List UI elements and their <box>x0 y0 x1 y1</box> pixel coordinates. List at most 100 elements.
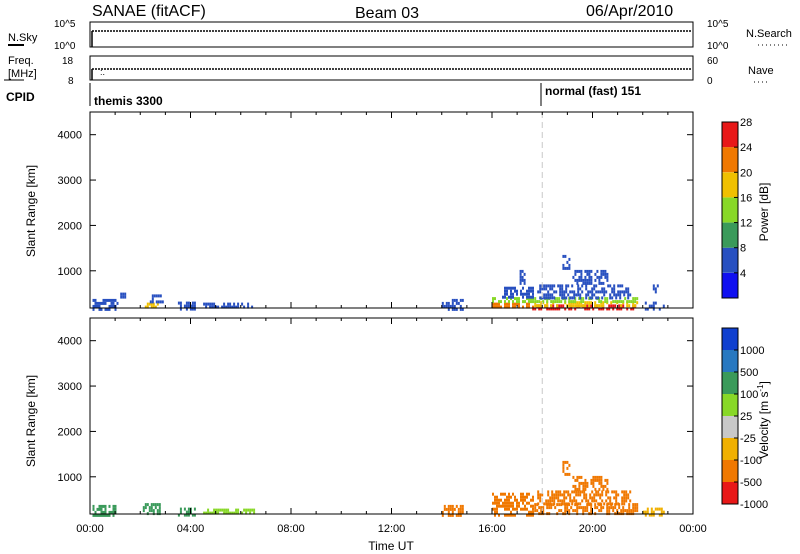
nave-ytick-top: 60 <box>707 56 719 67</box>
power-patch <box>144 302 159 309</box>
cpid-label: CPID <box>6 90 35 104</box>
velocity-colorbar-swatch <box>722 438 738 460</box>
power-ytick-label: 4000 <box>58 130 82 142</box>
power-colorbar-frame <box>721 121 739 299</box>
power-patch <box>492 302 534 309</box>
power-colorbar-swatch <box>722 222 738 248</box>
velocity-colorbar-tick-label: 100 <box>740 389 758 401</box>
time-tick-label: 00:00 <box>679 523 707 535</box>
nsky-frame <box>89 21 694 48</box>
cpid-mode2-name: normal (fast) 151 <box>545 84 641 98</box>
velocity-colorbar-tick-label: -100 <box>740 455 762 467</box>
nsky-ytick-bottom: 10^0 <box>54 41 76 52</box>
time-axis: 00:00 04:00 08:00 12:00 16:00 20:00 00:00 <box>76 523 707 535</box>
power-colorbar-swatch <box>722 172 738 198</box>
velocity-colorbar-tick-label: 500 <box>740 367 758 379</box>
velocity-panel: 1000 2000 3000 4000 Slant Range [km] 1000 50… <box>24 317 771 553</box>
velocity-ytick-label: 1000 <box>58 472 82 484</box>
velocity-colorbar-tick-label: 1000 <box>740 345 764 357</box>
freq-frame <box>89 55 694 81</box>
power-patch <box>537 284 632 300</box>
power-colorbar-tick-label: 12 <box>740 218 752 230</box>
nave-ytick-bottom: 0 <box>707 76 713 87</box>
velocity-patch <box>562 460 571 476</box>
power-frame <box>89 111 694 309</box>
velocity-colorbar-tick-label: -500 <box>740 477 762 489</box>
time-tick-label: 04:00 <box>177 523 205 535</box>
power-patch <box>644 301 665 311</box>
power-colorbar-swatch <box>722 272 738 298</box>
time-axis-label: Time UT <box>368 539 414 553</box>
velocity-frame <box>89 317 694 515</box>
power-ytick-label: 3000 <box>58 175 82 187</box>
velocity-ytick-label: 2000 <box>58 426 82 438</box>
velocity-patch <box>92 504 117 517</box>
nave-label: Nave <box>748 65 774 77</box>
power-patch <box>120 292 127 299</box>
power-colorbar-swatch <box>722 122 738 148</box>
velocity-colorbar-swatch <box>722 394 738 416</box>
velocity-colorbar-swatch <box>722 416 738 438</box>
velocity-patch <box>441 504 464 517</box>
power-patch <box>562 254 571 270</box>
velocity-patch <box>203 508 256 515</box>
nsky-panel: N.Sky 10^5 10^0 10^5 10^0 N.Search <box>8 19 792 52</box>
time-tick-label: 16:00 <box>478 523 506 535</box>
power-patch <box>149 294 164 304</box>
time-tick-label: 00:00 <box>76 523 104 535</box>
power-colorbar-tick-label: 4 <box>740 268 746 280</box>
power-colorbar-swatch <box>722 247 738 273</box>
velocity-ylabel: Slant Range [km] <box>24 375 38 467</box>
velocity-ticks: 1000 2000 3000 4000 <box>58 318 694 514</box>
power-colorbar-tick-label: 24 <box>740 142 752 154</box>
velocity-colorbar-tick-label: -1000 <box>740 499 768 511</box>
cpid-mode1-name: themis 3300 <box>94 94 163 108</box>
power-colorbar-label: Power [dB] <box>757 183 771 242</box>
time-tick-label: 08:00 <box>277 523 305 535</box>
velocity-colorbar: 1000 500 100 25 -25 -100 -500 -1000 <box>721 327 768 511</box>
nsearch-ytick-bottom: 10^0 <box>707 41 729 52</box>
power-colorbar-tick-label: 8 <box>740 243 746 255</box>
velocity-colorbar-swatch <box>722 350 738 372</box>
velocity-colorbar-label: Velocity [m s-1] <box>756 381 771 459</box>
velocity-patch <box>572 475 609 491</box>
power-patch <box>502 286 534 299</box>
velocity-data-layer <box>92 460 665 517</box>
power-ticks: 1000 2000 3000 4000 <box>58 112 694 308</box>
velocity-patch <box>177 507 196 517</box>
power-data-layer <box>92 254 665 311</box>
power-colorbar-tick-label: 28 <box>740 117 752 129</box>
power-patch <box>92 298 119 311</box>
velocity-colorbar-swatch <box>722 372 738 394</box>
velocity-colorbar-swatch <box>722 482 738 504</box>
power-panel: 1000 2000 3000 4000 Slant Range [km] 4 8 12 16… <box>24 111 771 311</box>
power-patch <box>441 298 464 311</box>
nsky-ytick-top: 10^5 <box>54 19 76 30</box>
power-ytick-label: 1000 <box>58 266 82 278</box>
cpid-row: CPID themis 3300 normal (fast) 151 <box>6 83 641 108</box>
beam-title: Beam 03 <box>355 5 419 22</box>
nsky-label: N.Sky <box>8 32 38 44</box>
freq-label-line1: Freq. <box>8 55 34 67</box>
freq-panel: Freq. [MHz] 18 8 60 0 Nave :. <box>4 55 774 87</box>
freq-ytick-top: 18 <box>62 56 74 67</box>
velocity-colorbar-tick-label: 25 <box>740 411 752 423</box>
power-patch <box>519 269 526 285</box>
power-colorbar: 4 8 12 16 20 24 28 <box>721 117 752 299</box>
nsearch-ytick-top: 10^5 <box>707 19 729 30</box>
nsearch-label: N.Search <box>746 28 792 40</box>
freq-ytick-bottom: 8 <box>68 76 74 87</box>
velocity-colorbar-swatch <box>722 328 738 350</box>
power-ytick-label: 2000 <box>58 220 82 232</box>
velocity-colorbar-tick-label: -25 <box>740 433 756 445</box>
velocity-patch <box>537 490 632 506</box>
velocity-ytick-label: 3000 <box>58 381 82 393</box>
power-colorbar-tick-label: 20 <box>740 167 752 179</box>
power-patch <box>652 284 659 294</box>
time-tick-label: 20:00 <box>579 523 607 535</box>
freq-label-line2: [MHz] <box>8 68 37 80</box>
velocity-patch <box>642 507 665 517</box>
velocity-patch <box>492 492 534 517</box>
power-ylabel: Slant Range [km] <box>24 165 38 257</box>
